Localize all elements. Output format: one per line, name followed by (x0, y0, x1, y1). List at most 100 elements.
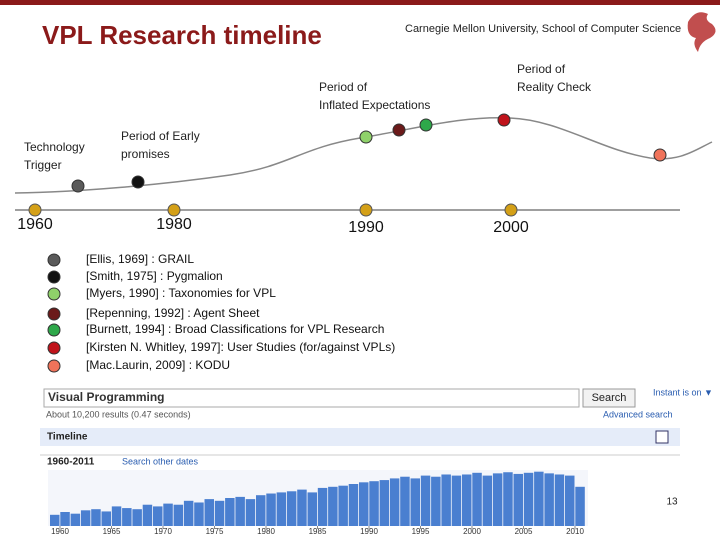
search-button[interactable] (582, 388, 636, 408)
year-label: 1960 (17, 216, 53, 233)
legend-dot (47, 287, 61, 301)
timeline-bar-mark (80, 510, 91, 526)
reference: [Burnett, 1994] : Broad Classifications … (86, 322, 384, 336)
timeline-tick-label: 1960 (51, 527, 69, 536)
timeline-bar-mark (317, 487, 328, 526)
timeline-tick-label: 1980 (257, 527, 275, 536)
search-button-label: Search (592, 392, 627, 404)
advanced: Advanced search (603, 409, 673, 419)
instant: Instant is on ▼ (653, 387, 713, 397)
legend-dot (47, 341, 61, 355)
curve-dot (359, 130, 373, 144)
curve-dot (497, 113, 511, 127)
phase-label: Period of Early (121, 129, 200, 143)
timeline-bar-mark (482, 475, 493, 526)
timeline-bar-mark (441, 474, 451, 526)
timeline-bar-mark (173, 504, 184, 526)
phase-label: Trigger (24, 158, 62, 172)
affiliation: Carnegie Mellon University, School of Co… (405, 23, 681, 35)
year-label: 2000 (493, 219, 529, 236)
timeline-bar-mark (389, 478, 400, 526)
query: Visual Programming (48, 390, 164, 404)
reference: [Mac.Laurin, 2009] : KODU (86, 358, 230, 372)
timeline-bar-mark (523, 472, 534, 526)
curve-dot (71, 179, 85, 193)
timeline-bar-mark (348, 484, 359, 526)
timeline-bar-mark (554, 474, 565, 526)
legend-dot (47, 323, 61, 337)
phase-label: Inflated Expectations (319, 98, 430, 112)
timeline-bar-mark (101, 511, 111, 526)
close-icon[interactable] (655, 430, 669, 444)
timeline-bar-mark (369, 481, 379, 526)
reference: [Ellis, 1969] : GRAIL (86, 252, 194, 266)
year-dot (28, 203, 42, 217)
timeline-bar-mark (503, 472, 513, 526)
curve-dot (653, 148, 667, 162)
legend-dot (47, 270, 61, 284)
timeline-bar-mark (462, 474, 472, 526)
legend-dot (47, 307, 61, 321)
timeline-bar-mark (472, 472, 482, 526)
timeline-bar-mark (513, 473, 523, 526)
timeline-tick-label: 1990 (360, 527, 378, 536)
timeline-bar-mark (111, 506, 122, 526)
curve-dot (419, 118, 433, 132)
timeline-bar-mark (328, 486, 338, 526)
year-dot (504, 203, 518, 217)
timeline-tick-label: 2000 (463, 527, 481, 536)
timeline-tick-label: 2010 (566, 527, 584, 536)
timeline-tick-label: 1970 (154, 527, 172, 536)
reference: [Repenning, 1992] : Agent Sheet (86, 306, 260, 320)
timeline-bar-mark (359, 482, 369, 526)
timeline-bar-mark (565, 475, 575, 526)
timeline-bar-mark (297, 489, 307, 526)
legend-dot (47, 253, 61, 267)
timeline-bar-mark (50, 514, 60, 526)
timeline-bar-mark (420, 475, 431, 526)
timeline-bar-mark (256, 495, 266, 526)
timeline-tick-label: 1965 (103, 527, 121, 536)
timeline-bar-mark (235, 496, 245, 526)
timeline-bar-mark (379, 480, 390, 526)
timeline-bar-mark (534, 471, 544, 526)
timeline-bar-mark (245, 499, 256, 526)
phase-label: Period of (517, 62, 566, 76)
timeline-bar-mark (132, 509, 142, 526)
timeline-bar-mark (163, 503, 173, 526)
timeline-bar (40, 428, 680, 446)
year-label: 1980 (156, 216, 192, 233)
timeline-bar-mark (338, 485, 348, 526)
timeline-bar-mark (194, 502, 204, 526)
reference: [Smith, 1975] : Pygmalion (86, 269, 223, 283)
year-label: 1990 (348, 219, 384, 236)
timeline-bar-mark (60, 512, 70, 526)
top-bar (0, 0, 720, 5)
year-dot (359, 203, 373, 217)
timeline-bar-mark (400, 476, 410, 526)
timeline-tick-label: 1975 (206, 527, 224, 536)
timeline-bar-mark (307, 492, 317, 526)
timeline-bar-mark (286, 491, 297, 526)
hype-curve (14, 117, 713, 194)
curve-dot (131, 175, 145, 189)
phase-label: Technology (24, 140, 85, 154)
timeline-bar-mark (142, 504, 153, 526)
phase-label: promises (121, 147, 170, 161)
reference: [Kirsten N. Whitley, 1997]: User Studies… (86, 340, 395, 354)
reference: [Myers, 1990] : Taxonomies for VPL (86, 286, 276, 300)
timeline-bar-mark (214, 500, 225, 526)
timeline-bar-mark (204, 499, 214, 526)
page-number: 13 (666, 497, 678, 508)
timeline-bar-mark (225, 498, 235, 526)
timeline-tick-label: 1995 (412, 527, 430, 536)
timeline-tick-label: 1985 (309, 527, 327, 536)
timeline-bar-mark (276, 492, 287, 526)
timeline-bar-mark (544, 473, 554, 526)
search-box[interactable] (43, 388, 580, 408)
other-dates: Search other dates (122, 456, 199, 466)
timeline-tick-label: 2005 (515, 527, 533, 536)
phase-label: Reality Check (517, 80, 592, 94)
timeline-bar-mark (70, 513, 81, 526)
